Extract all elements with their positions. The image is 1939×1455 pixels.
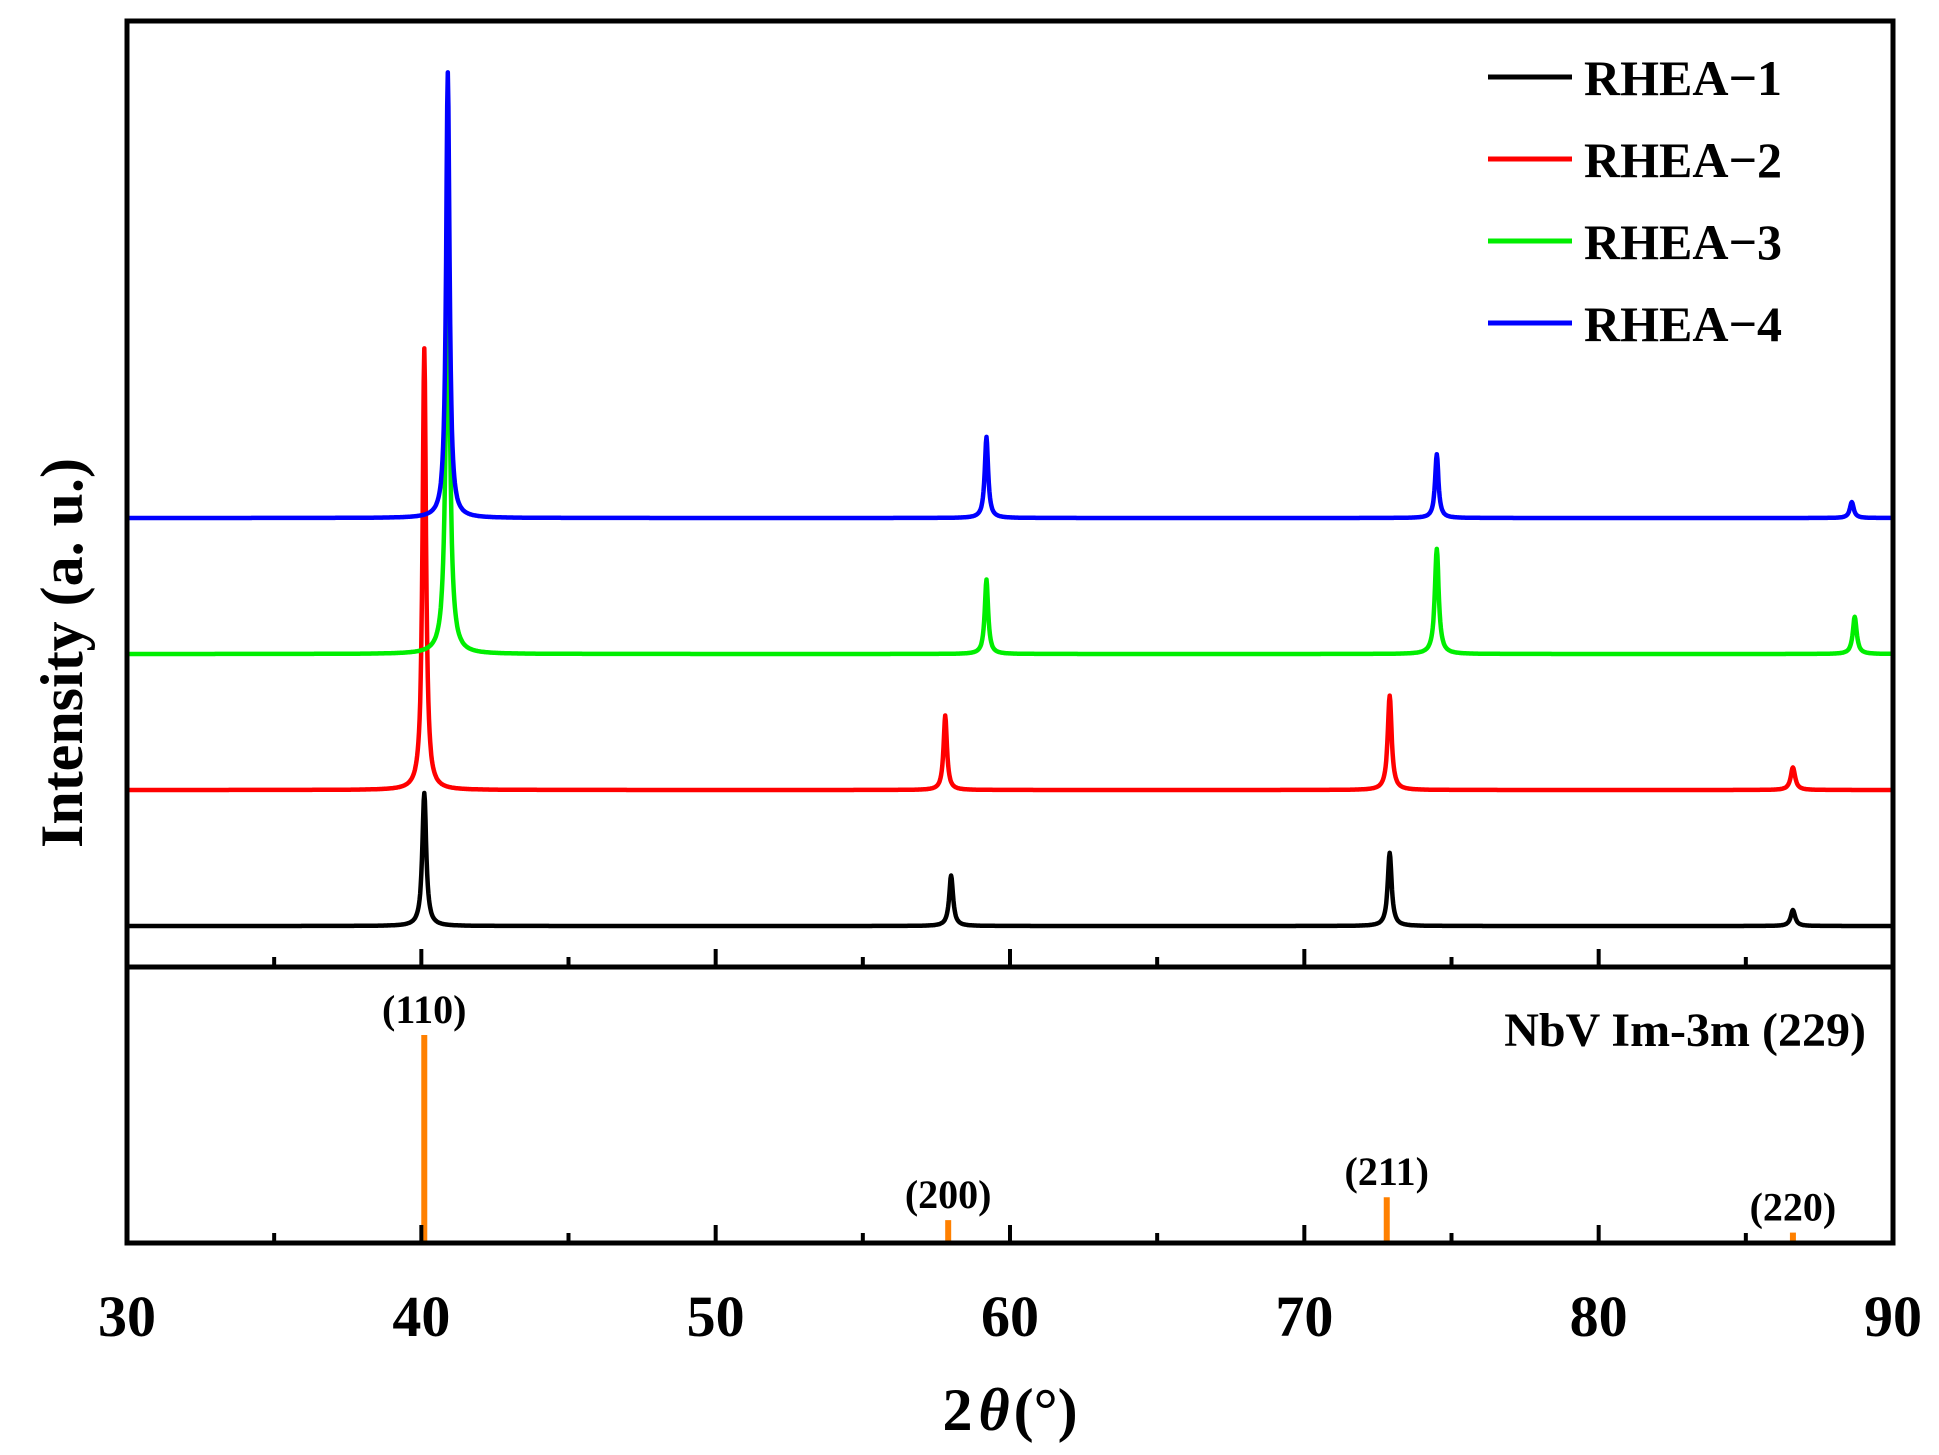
reference-title: NbV Im-3m (229) [1504,1004,1866,1057]
legend-label-rhea-4: RHEA−4 [1584,296,1782,352]
lower-panel: (110) (200) (211) (220) NbV Im-3m (229) [124,964,1896,1246]
x-tick-label: 80 [1570,1284,1628,1349]
x-axis-title-symbol: θ [978,1377,1009,1443]
reference-line-label: (110) [382,987,466,1032]
legend-label-rhea-3: RHEA−3 [1584,214,1782,270]
x-tick-label: 60 [981,1284,1039,1349]
reference-lines: (110) (200) (211) (220) [382,987,1836,1243]
x-tick-label: 30 [98,1284,156,1349]
series-line-rhea-3 [125,272,1895,657]
reference-line-label: (211) [1345,1149,1429,1194]
legend-label-rhea-1: RHEA−1 [1584,50,1782,106]
series-group [125,70,1895,929]
series-line-rhea-2 [125,346,1895,793]
x-axis-title: 2 θ(°) [942,1377,1077,1443]
x-tick-label: 50 [687,1284,745,1349]
x-axis-title-unit: (°) [1014,1377,1078,1443]
reference-line-label: (220) [1750,1185,1837,1230]
reference-line-label: (200) [905,1172,992,1217]
legend: RHEA−1 RHEA−2 RHEA−3 RHEA−4 [1488,50,1782,352]
y-axis-title: Intensity (a. u.) [29,458,95,848]
upper-ticks [272,949,1748,967]
x-tick-label: 70 [1275,1284,1333,1349]
upper-panel: RHEA−1 RHEA−2 RHEA−3 RHEA−4 [124,18,1896,970]
x-axis-title-prefix: 2 [942,1377,972,1443]
legend-label-rhea-2: RHEA−2 [1584,132,1782,188]
lower-ticks [272,1225,1748,1243]
series-line-rhea-1 [125,790,1895,929]
x-tick-label: 40 [392,1284,450,1349]
x-tick-labels: 30 40 50 60 70 80 90 [98,1284,1922,1349]
series-line-rhea-4 [125,70,1895,521]
x-tick-label: 90 [1864,1284,1922,1349]
